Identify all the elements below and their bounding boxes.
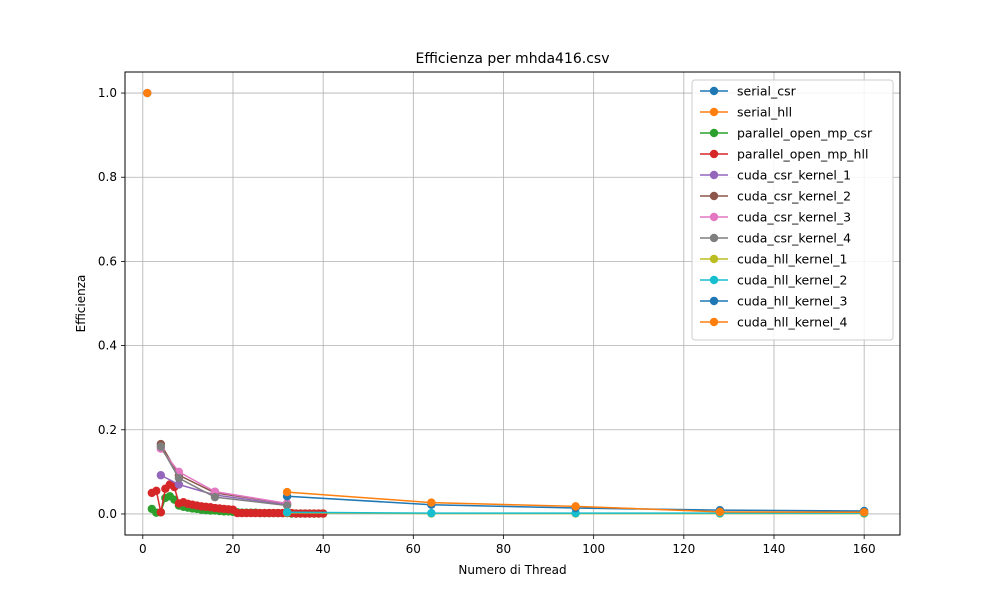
data-point (282, 487, 292, 497)
data-point (282, 508, 292, 517)
legend-item: serial_csr (700, 84, 797, 99)
y-tick-label: 0.8 (98, 170, 117, 184)
legend-swatch-marker (709, 191, 719, 201)
legend-item: cuda_csr_kernel_4 (700, 231, 851, 246)
legend-swatch-marker (709, 149, 719, 159)
legend-item: cuda_hll_kernel_2 (700, 273, 847, 288)
series-line (160, 448, 288, 505)
series-layer (143, 88, 869, 518)
x-tick-label: 40 (316, 542, 331, 556)
legend-item: cuda_csr_kernel_2 (700, 189, 851, 204)
legend-label: serial_hll (737, 105, 792, 120)
legend-swatch-marker (709, 170, 719, 180)
y-tick-label: 0.0 (98, 507, 117, 521)
series-serial-hll (143, 88, 152, 98)
legend-swatch-marker (709, 275, 719, 285)
legend-label: cuda_csr_kernel_2 (737, 189, 851, 204)
legend-item: cuda_hll_kernel_4 (700, 315, 847, 330)
data-point (156, 508, 166, 517)
data-point (282, 501, 292, 510)
x-tick-label: 120 (672, 542, 695, 556)
legend-box (691, 79, 894, 341)
x-tick-label: 140 (763, 542, 786, 556)
legend-label: parallel_open_mp_csr (737, 126, 873, 141)
legend-swatch-marker (709, 128, 719, 138)
legend-item: parallel_open_mp_csr (700, 126, 873, 141)
legend: serial_csr serial_hll parallel_open_mp_csr… (691, 79, 894, 341)
legend-swatch-marker (709, 107, 719, 117)
data-point (427, 508, 436, 518)
legend-swatch-marker (709, 317, 719, 327)
data-point (174, 473, 184, 483)
data-point (156, 442, 166, 451)
axis-ticks: 0 20 40 60 80 100 120 140 160 0.0 0.2 0.4 0.6 0.8 1.0 (98, 86, 876, 556)
legend-label: cuda_hll_kernel_2 (737, 273, 847, 288)
x-tick-label: 100 (582, 542, 605, 556)
legend-item: parallel_open_mp_hll (700, 147, 868, 162)
legend-label: cuda_hll_kernel_3 (737, 294, 847, 309)
y-tick-label: 0.6 (98, 254, 117, 268)
legend-item: cuda_csr_kernel_1 (700, 168, 851, 183)
chart-title: Efficienza per mhda416.csv (416, 51, 610, 67)
y-tick-label: 1.0 (98, 86, 117, 100)
data-point (427, 498, 436, 507)
x-tick-label: 0 (139, 542, 147, 556)
legend-label: cuda_hll_kernel_4 (737, 315, 847, 330)
series-cuda-csr-kernel-4 (156, 442, 292, 510)
legend-label: cuda_hll_kernel_1 (737, 252, 847, 267)
data-point (571, 502, 580, 511)
legend-label: parallel_open_mp_hll (737, 147, 868, 162)
legend-label: serial_csr (737, 84, 797, 99)
data-point (859, 508, 869, 517)
x-axis-label: Numero di Thread (458, 563, 566, 577)
series-cuda-hll-kernel-4 (282, 487, 869, 517)
legend-swatch-marker (709, 212, 719, 222)
series-line (160, 474, 288, 506)
series-line (160, 446, 288, 507)
data-point (156, 471, 166, 480)
legend-item: cuda_hll_kernel_3 (700, 294, 847, 309)
legend-label: cuda_csr_kernel_4 (737, 231, 851, 246)
y-axis-label: Efficienza (74, 275, 88, 333)
y-tick-label: 0.2 (98, 423, 117, 437)
data-point (152, 486, 161, 495)
x-tick-label: 80 (496, 542, 511, 556)
y-tick-label: 0.4 (98, 339, 117, 353)
data-point (210, 492, 220, 502)
legend-swatch-marker (709, 86, 719, 96)
data-point (174, 480, 184, 489)
legend-label: cuda_csr_kernel_3 (737, 210, 851, 225)
x-tick-label: 160 (853, 542, 876, 556)
legend-item: cuda_hll_kernel_1 (700, 252, 847, 267)
legend-swatch-marker (709, 296, 719, 306)
data-point (143, 88, 152, 98)
legend-label: cuda_csr_kernel_1 (737, 168, 851, 183)
legend-swatch-marker (709, 254, 719, 264)
data-point (715, 507, 725, 517)
x-tick-label: 20 (225, 542, 240, 556)
legend-swatch-marker (709, 233, 719, 243)
axes-frame (124, 71, 901, 536)
x-tick-label: 60 (406, 542, 421, 556)
legend-item: serial_hll (700, 105, 792, 120)
legend-item: cuda_csr_kernel_3 (700, 210, 851, 225)
